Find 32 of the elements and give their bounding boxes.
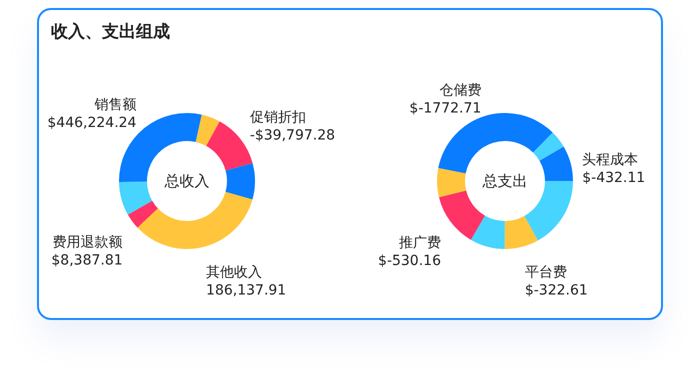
text: 总收入	[164, 172, 210, 190]
slice-label: 销售额	[93, 96, 136, 113]
text: $-1772.71	[409, 100, 482, 117]
donut-slice	[226, 163, 255, 200]
text: $-322.61	[524, 282, 588, 298]
donut-slice	[504, 216, 538, 249]
donut-slice	[533, 132, 564, 161]
donut-slice	[138, 192, 252, 249]
slice-label: 平台费	[524, 264, 567, 280]
text: 186,137.91	[206, 282, 286, 299]
slice-label: 促销折扣	[250, 109, 306, 126]
chart-title: 收入、支出组成	[51, 21, 170, 43]
slice-label: 推广费	[398, 234, 441, 251]
donut-slice	[524, 181, 573, 241]
slice-label: 仓储费	[439, 82, 482, 99]
text: 总支出	[482, 172, 528, 190]
donut-slice	[438, 113, 553, 174]
donut-slice	[540, 146, 573, 182]
donut-slice	[470, 216, 505, 249]
text: $-432.11	[582, 170, 646, 186]
slice-label: 头程成本	[582, 152, 638, 168]
donut-slice	[128, 200, 158, 228]
text: $8,387.81	[51, 252, 123, 269]
donut-slice	[119, 182, 152, 215]
slice-label: 费用退款额	[52, 234, 123, 251]
text: $-530.16	[378, 252, 441, 269]
donut-slice	[437, 168, 466, 198]
donut-slice	[438, 190, 485, 240]
donut-slice	[196, 114, 220, 146]
text: $446,224.24	[47, 114, 136, 131]
slice-label: 其他收入	[206, 264, 262, 281]
text: -$39,797.28	[250, 127, 336, 144]
